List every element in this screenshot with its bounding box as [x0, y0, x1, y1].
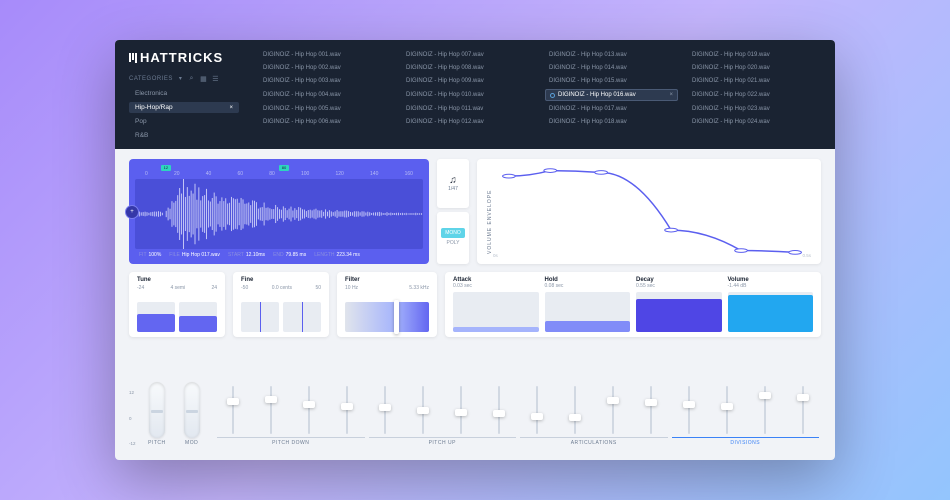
filter-slider[interactable]	[345, 302, 429, 332]
adsr-col[interactable]: Volume-1.44 dB	[728, 277, 814, 332]
file-item[interactable]: DIGINOIZ - Hip Hop 007.wav	[402, 50, 535, 60]
waveform-ruler: 020406080100120140160	[135, 171, 423, 177]
file-item[interactable]: DIGINOIZ - Hip Hop 005.wav	[259, 104, 392, 114]
file-item[interactable]: DIGINOIZ - Hip Hop 023.wav	[688, 104, 821, 114]
fader[interactable]	[367, 376, 402, 434]
list-icon[interactable]: ☰	[212, 75, 219, 82]
file-browser: DIGINOIZ - Hip Hop 001.wav DIGINOIZ - Hip…	[259, 50, 821, 127]
header: HATTRICKS CATEGORIES ▾ ⌕ ▦ ☰ Electronica…	[115, 40, 835, 149]
adsr-panel: Attack0.03 secHold0.08 secDecay0.55 secV…	[445, 272, 821, 337]
fader[interactable]	[672, 376, 707, 434]
category-item[interactable]: Electronica	[129, 88, 239, 99]
fader[interactable]	[215, 376, 250, 434]
file-item[interactable]: DIGINOIZ - Hip Hop 004.wav	[259, 89, 392, 101]
play-button[interactable]: +	[125, 205, 139, 219]
fader[interactable]	[405, 376, 440, 434]
faders-section: PITCH DOWN PITCH UPARTICULATIONS DIVISIONS	[215, 349, 821, 446]
fader-group-label: PITCH DOWN	[217, 437, 365, 446]
adsr-col[interactable]: Attack0.03 sec	[453, 277, 539, 332]
filter-handle[interactable]	[394, 300, 399, 334]
fader[interactable]	[786, 376, 821, 434]
mono-button[interactable]: MONO	[441, 228, 465, 238]
waveform-svg	[135, 179, 423, 249]
fader[interactable]	[253, 376, 288, 434]
file-item[interactable]: DIGINOIZ - Hip Hop 013.wav	[545, 50, 678, 60]
fader-group-label: ARTICULATIONS	[520, 437, 668, 446]
waveform-start-marker[interactable]: 12	[161, 165, 171, 171]
envelope-canvas[interactable]: 0s 0.5s	[493, 165, 811, 258]
search-icon[interactable]: ⌕	[188, 75, 195, 82]
adsr-col[interactable]: Decay0.55 sec	[636, 277, 722, 332]
categories-label: CATEGORIES	[129, 76, 173, 82]
categories-list: Electronica Hip-Hop/Rap× Pop R&B	[129, 88, 239, 141]
adsr-col[interactable]: Hold0.08 sec	[545, 277, 631, 332]
fader[interactable]	[558, 376, 593, 434]
fine-panel: Fine -500.0 cents50	[233, 272, 329, 337]
file-item[interactable]: DIGINOIZ - Hip Hop 009.wav	[402, 76, 535, 86]
quantize-value-button[interactable]: ♫ 1/47	[437, 159, 469, 208]
categories-toolbar: CATEGORIES ▾ ⌕ ▦ ☰	[129, 75, 239, 82]
tune-panel: Tune -244 semi24	[129, 272, 225, 337]
file-item[interactable]: DIGINOIZ - Hip Hop 012.wav	[402, 117, 535, 127]
fine-slider[interactable]	[241, 302, 279, 332]
fader[interactable]	[596, 376, 631, 434]
note-icon: ♫	[449, 175, 457, 186]
file-item[interactable]: DIGINOIZ - Hip Hop 003.wav	[259, 76, 392, 86]
grid-icon[interactable]: ▦	[200, 75, 207, 82]
mono-poly-toggle: MONO POLY	[437, 212, 469, 265]
mod-wheel[interactable]	[184, 382, 200, 438]
file-item[interactable]: DIGINOIZ - Hip Hop 011.wav	[402, 104, 535, 114]
logo: HATTRICKS	[129, 50, 239, 65]
chevron-down-icon[interactable]: ▾	[179, 75, 182, 82]
file-item[interactable]: DIGINOIZ - Hip Hop 010.wav	[402, 89, 535, 101]
main-body: 12 80 020406080100120140160 + FIT100% FI…	[115, 149, 835, 460]
fine-slider[interactable]	[283, 302, 321, 332]
fader[interactable]	[329, 376, 364, 434]
poly-button[interactable]: POLY	[443, 238, 464, 248]
waveform-end-marker[interactable]: 80	[279, 165, 289, 171]
waveform-panel: 12 80 020406080100120140160 + FIT100% FI…	[129, 159, 429, 264]
file-item[interactable]: DIGINOIZ - Hip Hop 024.wav	[688, 117, 821, 127]
file-item[interactable]: DIGINOIZ - Hip Hop 022.wav	[688, 89, 821, 101]
wheels-section: 12 0 -12 PITCH MOD	[129, 349, 207, 446]
fader[interactable]	[710, 376, 745, 434]
file-item[interactable]: DIGINOIZ - Hip Hop 020.wav	[688, 63, 821, 73]
tune-slider[interactable]	[179, 302, 217, 332]
file-item[interactable]: DIGINOIZ - Hip Hop 021.wav	[688, 76, 821, 86]
category-item[interactable]: Hip-Hop/Rap×	[129, 102, 239, 113]
waveform-info: FIT100% FILEHip Hop 017.wav START12.10ms…	[135, 252, 423, 258]
file-item[interactable]: DIGINOIZ - Hip Hop 015.wav	[545, 76, 678, 86]
fader[interactable]	[748, 376, 783, 434]
app-window: HATTRICKS CATEGORIES ▾ ⌕ ▦ ☰ Electronica…	[115, 40, 835, 460]
fader[interactable]	[481, 376, 516, 434]
file-item[interactable]: DIGINOIZ - Hip Hop 006.wav	[259, 117, 392, 127]
file-item[interactable]: DIGINOIZ - Hip Hop 002.wav	[259, 63, 392, 73]
file-item[interactable]: DIGINOIZ - Hip Hop 001.wav	[259, 50, 392, 60]
quantize-panel: ♫ 1/47 MONO POLY	[437, 159, 469, 264]
file-item[interactable]: DIGINOIZ - Hip Hop 017.wav	[545, 104, 678, 114]
waveform-canvas[interactable]	[135, 179, 423, 249]
fader[interactable]	[443, 376, 478, 434]
tune-slider[interactable]	[137, 302, 175, 332]
fader[interactable]	[520, 376, 555, 434]
file-item[interactable]: DIGINOIZ - Hip Hop 016.wav×	[545, 89, 678, 101]
file-item[interactable]: DIGINOIZ - Hip Hop 008.wav	[402, 63, 535, 73]
pitch-wheel[interactable]	[149, 382, 165, 438]
fader-group-label: DIVISIONS	[672, 437, 820, 446]
fader-group-label: PITCH UP	[369, 437, 517, 446]
file-item[interactable]: DIGINOIZ - Hip Hop 019.wav	[688, 50, 821, 60]
file-item[interactable]: DIGINOIZ - Hip Hop 018.wav	[545, 117, 678, 127]
filter-panel: Filter 10 Hz5.33 kHz	[337, 272, 437, 337]
fader[interactable]	[634, 376, 669, 434]
category-item[interactable]: R&B	[129, 130, 239, 141]
file-item[interactable]: DIGINOIZ - Hip Hop 014.wav	[545, 63, 678, 73]
fader[interactable]	[291, 376, 326, 434]
category-item[interactable]: Pop	[129, 116, 239, 127]
envelope-panel: VOLUME ENVELOPE 0s 0.5s	[477, 159, 821, 264]
